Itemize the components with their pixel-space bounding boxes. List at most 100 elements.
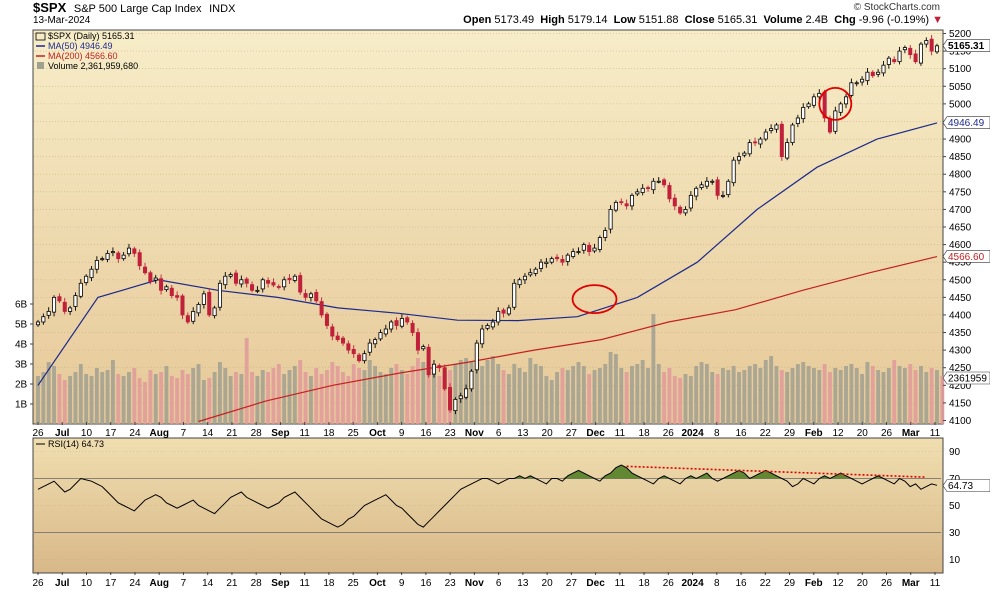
volume-tick-label: 1B (15, 400, 28, 411)
candle-body (346, 343, 351, 351)
high-label: High (540, 14, 565, 26)
volume-bar (790, 368, 795, 424)
candle-body (405, 317, 410, 323)
rsi-tag-shape (942, 479, 990, 492)
volume-bar (169, 376, 174, 424)
volume-bar (148, 370, 153, 424)
candle-body (731, 159, 736, 184)
candle-body (169, 287, 174, 296)
volume-axis: 1B 2B 3B 4B 5B 6B (15, 300, 33, 411)
candle-body (715, 179, 720, 196)
volume-tag: 2361959 (942, 371, 990, 385)
volume-tick-label: 5B (15, 320, 28, 331)
candle-body (378, 332, 383, 340)
volume-bar (587, 374, 592, 424)
volume-bar (704, 364, 709, 424)
symbol-description: S&P 500 Large Cap Index (73, 3, 202, 15)
candle-body (539, 261, 544, 269)
volume-bar (806, 366, 811, 424)
x-tick-label: Dec (586, 428, 605, 439)
rsi-overbought-fill (562, 470, 595, 479)
x-tick-label: 28 (251, 428, 263, 439)
x-tick-label: 14 (202, 428, 214, 439)
volume-bar (737, 372, 741, 424)
candle-body (351, 349, 356, 355)
volume-bar (36, 376, 40, 424)
candle-body (742, 152, 747, 156)
rsi-tag: 64.73 (942, 479, 990, 492)
volume-bar (715, 374, 720, 424)
volume-bar (688, 376, 693, 424)
candle-body (587, 244, 592, 253)
volume-tick-label: 6B (15, 300, 28, 311)
candle-body (367, 342, 372, 353)
candle-body (619, 201, 624, 204)
volume-bar (346, 376, 351, 424)
candle-body (100, 258, 105, 261)
candle-body (415, 332, 420, 351)
volume-bar (924, 372, 929, 424)
candle-body (308, 293, 313, 298)
x-tick-label: 22 (760, 578, 772, 589)
ma50-tag-label: 4946.49 (948, 118, 985, 129)
volume-bar (646, 368, 650, 424)
volume-bar (619, 368, 624, 424)
x-tick-label: 8 (714, 428, 720, 439)
x-tick-label: 12 (832, 578, 844, 589)
candle-body (394, 320, 399, 326)
candle-body (817, 92, 822, 98)
candle-body (73, 295, 78, 307)
volume-bar (196, 364, 201, 424)
candle-body (255, 289, 260, 292)
volume-bar (458, 360, 463, 424)
candle-body (485, 325, 490, 329)
volume-bar (153, 374, 158, 424)
rsi-line (37, 464, 938, 528)
volume-bar (121, 376, 126, 424)
volume-bar (84, 374, 89, 424)
candle-body (52, 296, 57, 313)
candle-body (544, 261, 549, 264)
volume-bar (828, 372, 832, 424)
volume-bar (683, 374, 688, 424)
candle-body (881, 64, 886, 74)
y-tick-label: 4800 (949, 170, 972, 181)
x-tick-label: 10 (81, 578, 93, 589)
volume-bar (116, 374, 121, 424)
candle-body (683, 209, 688, 214)
volume-bar (308, 376, 313, 424)
ma50-line (37, 122, 938, 386)
volume-bar (913, 370, 918, 424)
x-tick-label: 26 (881, 428, 893, 439)
volume-bar (506, 374, 511, 424)
candle-body (629, 194, 634, 207)
volume-bar (330, 362, 335, 424)
x-tick-label: 6 (496, 578, 502, 589)
candle-body (303, 293, 308, 298)
candle-body (207, 292, 212, 316)
candle-body (838, 103, 843, 113)
volume-bar (110, 360, 115, 424)
volume-bar (244, 338, 249, 424)
candle-body (506, 307, 511, 315)
volume-bar (57, 374, 62, 424)
high-value: 5179.14 (567, 14, 608, 26)
chg-label: Chg (834, 14, 856, 26)
y-tick-label: 4750 (949, 187, 972, 198)
candle-body (201, 293, 206, 305)
value-tags: 5165.31 4946.49 4566.60 2361959 64.73 (942, 39, 990, 492)
volume-bar (453, 364, 458, 424)
x-tick-label: Aug (149, 428, 168, 439)
ma50-tag: 4946.49 (942, 116, 990, 129)
volume-bar (255, 376, 260, 424)
volume-bar (528, 358, 533, 424)
candle-body (555, 256, 560, 260)
candle-body (533, 268, 538, 274)
candle-body (153, 277, 158, 281)
candle-body (870, 71, 875, 77)
x-tick-label: Sep (271, 578, 289, 589)
volume-bar (881, 372, 886, 424)
volume-bar (758, 368, 763, 424)
volume-bar (223, 368, 228, 424)
